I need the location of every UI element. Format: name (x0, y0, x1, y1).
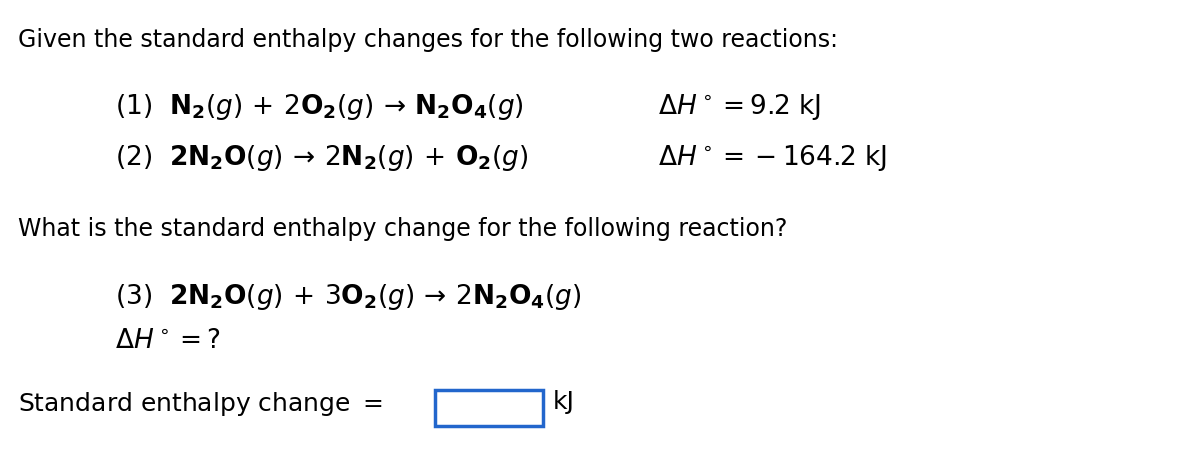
Text: (3)  $\mathbf{2N_2O}\mathit{(g)}\, +\, 3\mathbf{O_2}\mathit{(g)}\, \rightarrow\,: (3) $\mathbf{2N_2O}\mathit{(g)}\, +\, 3\… (115, 282, 582, 312)
Text: (2)  $\mathbf{2N_2O}\mathit{(g)}\, \rightarrow\, 2\mathbf{N_2}\mathit{(g)}\, +\,: (2) $\mathbf{2N_2O}\mathit{(g)}\, \right… (115, 143, 528, 173)
Text: What is the standard enthalpy change for the following reaction?: What is the standard enthalpy change for… (18, 217, 787, 241)
Text: Standard enthalpy change $=$: Standard enthalpy change $=$ (18, 390, 383, 418)
Text: Given the standard enthalpy changes for the following two reactions:: Given the standard enthalpy changes for … (18, 28, 838, 52)
Text: $\Delta H^\circ = 9.2\ \mathrm{kJ}$: $\Delta H^\circ = 9.2\ \mathrm{kJ}$ (658, 92, 821, 122)
FancyBboxPatch shape (436, 390, 542, 426)
Text: kJ: kJ (553, 390, 575, 414)
Text: $\Delta H^\circ =?$: $\Delta H^\circ =?$ (115, 328, 221, 354)
Text: $\Delta H^\circ = -164.2\ \mathrm{kJ}$: $\Delta H^\circ = -164.2\ \mathrm{kJ}$ (658, 143, 887, 173)
Text: (1)  $\mathbf{N_2}\mathit{(g)}\, +\, 2\mathbf{O_2}\mathit{(g)}\, \rightarrow\, \: (1) $\mathbf{N_2}\mathit{(g)}\, +\, 2\ma… (115, 92, 524, 122)
